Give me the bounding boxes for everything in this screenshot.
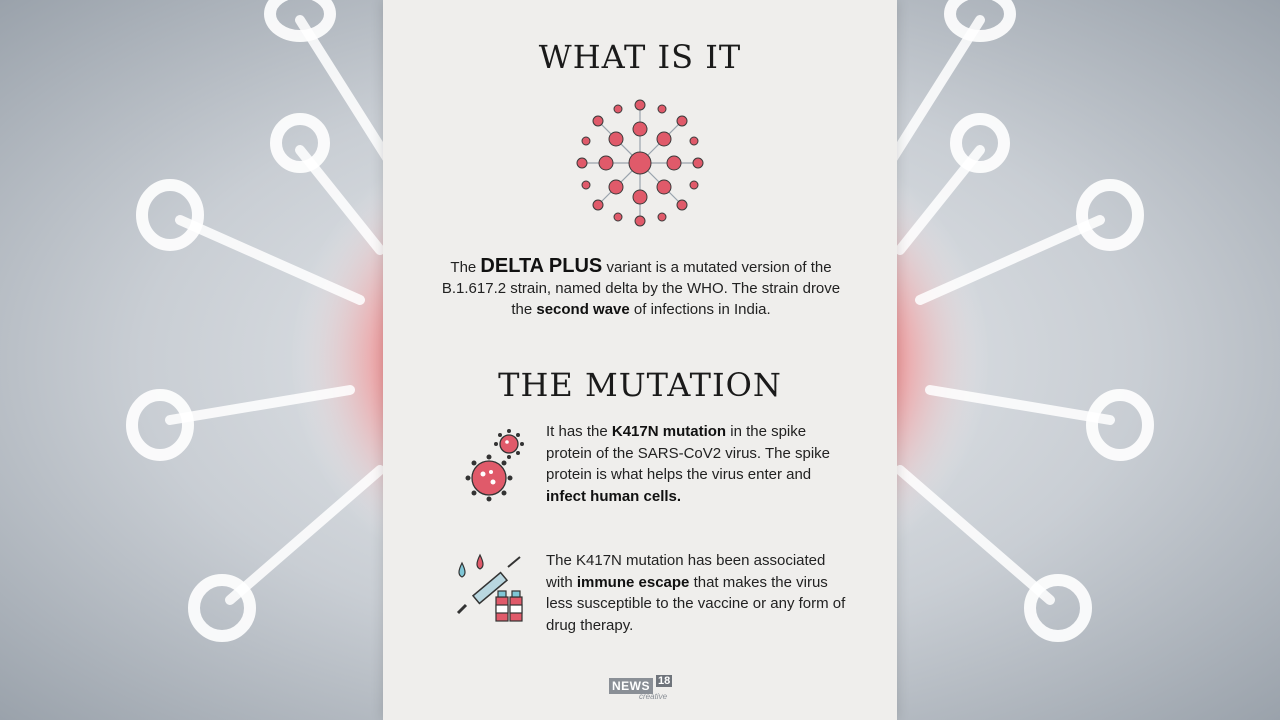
item2-bold-1: immune escape	[576, 573, 690, 591]
logo-subtitle: creative	[639, 692, 668, 701]
logo-number: 18	[656, 675, 673, 687]
variant-name: DELTA PLUS	[480, 255, 603, 277]
virus-icon	[465, 429, 524, 502]
intro-paragraph: The DELTA PLUS variant is a mutated vers…	[441, 256, 841, 320]
item2-text-1: The K417N mutation has been associated w…	[546, 552, 826, 591]
intro-text-2: variant is a mutated version of the B.1.…	[441, 259, 841, 318]
intro-text-3: of infections in India.	[629, 301, 771, 318]
what-is-it-heading: WHAT IS IT	[538, 38, 742, 76]
news18-creative-logo: NEWS 18 creative	[609, 675, 675, 703]
mutation-description-1: It has the K417N mutation in the spike p…	[546, 421, 846, 507]
item1-text-2: in the spike protein of the SARS-CoV2 vi…	[546, 423, 831, 483]
item2-text-2: that makes the virus less susceptible to…	[546, 573, 846, 634]
item1-bold-2: infect human cells.	[546, 487, 682, 505]
syringe-vaccine-icon	[456, 553, 523, 622]
intro-bold: second wave	[536, 301, 630, 318]
infographic-panel: WHAT IS IT The DEL	[383, 0, 897, 720]
logo-name: NEWS	[609, 678, 653, 694]
mutation-description-2: The K417N mutation has been associated w…	[546, 550, 846, 636]
virus-cluster-icon	[576, 99, 704, 227]
item1-text-1: It has the	[546, 423, 612, 440]
item1-bold-1: K417N mutation	[611, 423, 727, 440]
the-mutation-heading: THE MUTATION	[498, 366, 782, 404]
intro-text-1: The	[450, 259, 481, 276]
